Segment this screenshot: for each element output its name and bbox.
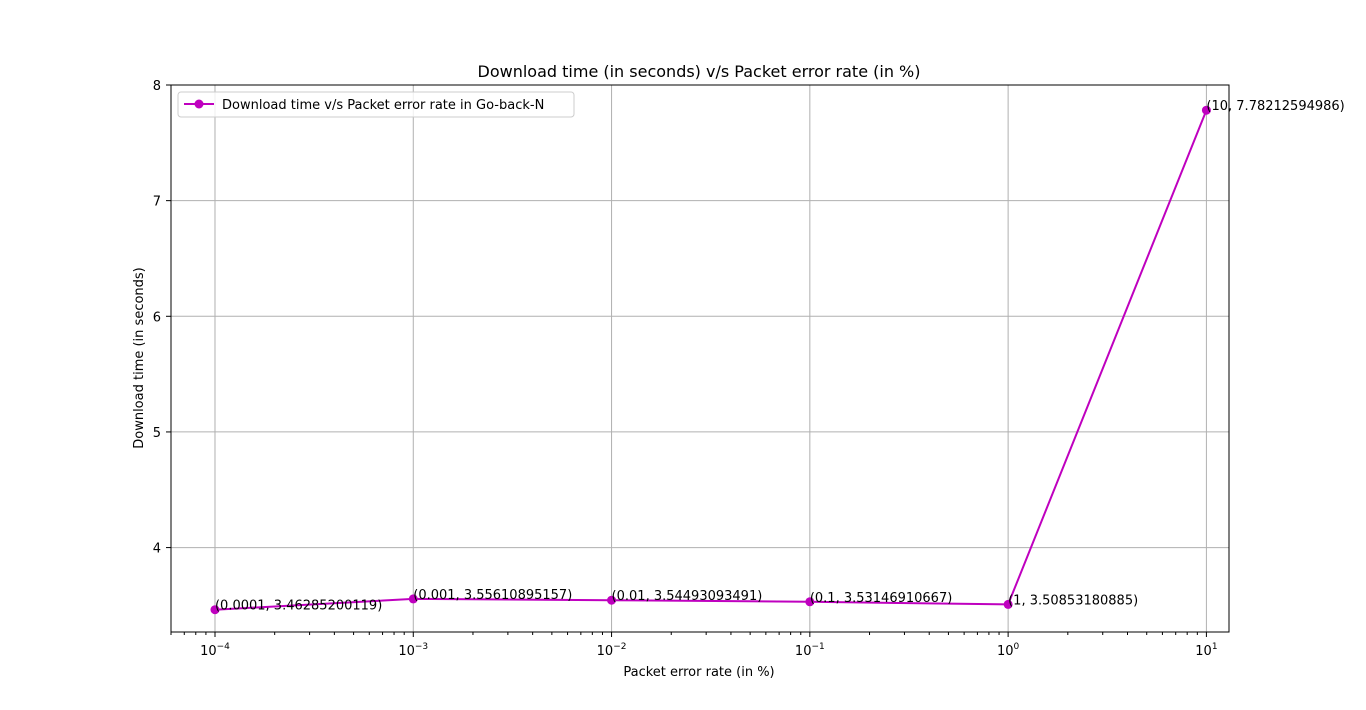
data-point xyxy=(1201,105,1211,115)
x-tick-label: 10−1 xyxy=(795,642,825,659)
x-tick-label-base: 10 xyxy=(597,644,614,659)
data-point xyxy=(607,595,617,605)
y-tick-label: 7 xyxy=(153,195,161,210)
chart-title: Download time (in seconds) v/s Packet er… xyxy=(478,62,921,81)
data-point-label: (0.001, 3.55610895157) xyxy=(413,588,572,603)
data-point xyxy=(1003,599,1013,609)
plot-frame xyxy=(170,84,1230,633)
x-tick-label-exponent: 1 xyxy=(1212,642,1218,652)
data-labels: (0.0001, 3.46285200119) (0.001, 3.5561089… xyxy=(215,99,1345,614)
legend-box xyxy=(177,91,575,118)
y-tick-label: 5 xyxy=(153,426,161,441)
x-tick-label: 10−2 xyxy=(597,642,627,659)
x-tick-label-exponent: −4 xyxy=(217,642,231,652)
y-tick-label: 6 xyxy=(153,310,161,325)
x-tick-label-exponent: 0 xyxy=(1014,642,1020,652)
legend-marker xyxy=(194,99,204,109)
series-layer xyxy=(210,105,1211,615)
x-tick-label-base: 10 xyxy=(398,644,415,659)
x-tick-label: 101 xyxy=(1195,642,1217,659)
x-tick-label: 100 xyxy=(997,642,1020,659)
x-tick-label-exponent: −2 xyxy=(613,642,626,652)
data-point-label: (0.1, 3.53146910667) xyxy=(810,591,952,606)
x-tick-label: 10−3 xyxy=(398,642,428,659)
x-tick-label: 10−4 xyxy=(200,642,230,659)
y-tick-label: 8 xyxy=(153,79,161,94)
x-tick-label-base: 10 xyxy=(1195,644,1212,659)
y-axis-label: Download time (in seconds) xyxy=(132,267,147,449)
data-point-label: (0.0001, 3.46285200119) xyxy=(215,599,382,614)
data-point-label: (0.01, 3.54493093491) xyxy=(612,589,763,604)
x-axis-label: Packet error rate (in %) xyxy=(623,665,774,680)
x-tick-label-base: 10 xyxy=(795,644,812,659)
data-point xyxy=(210,605,220,615)
x-tick-label-exponent: −1 xyxy=(811,642,824,652)
data-point xyxy=(805,597,815,607)
legend: Download time v/s Packet error rate in G… xyxy=(177,91,575,118)
legend-label: Download time v/s Packet error rate in G… xyxy=(222,98,544,113)
x-tick-label-exponent: −3 xyxy=(415,642,428,652)
data-point xyxy=(408,594,418,604)
series-line xyxy=(214,109,1208,611)
x-tick-label-base: 10 xyxy=(200,644,217,659)
data-point-label: (10, 7.78212594986) xyxy=(1206,99,1344,114)
y-tick-label: 4 xyxy=(153,542,161,557)
data-point-label: (1, 3.50853180885) xyxy=(1008,593,1138,608)
x-tick-label-base: 10 xyxy=(997,644,1014,659)
